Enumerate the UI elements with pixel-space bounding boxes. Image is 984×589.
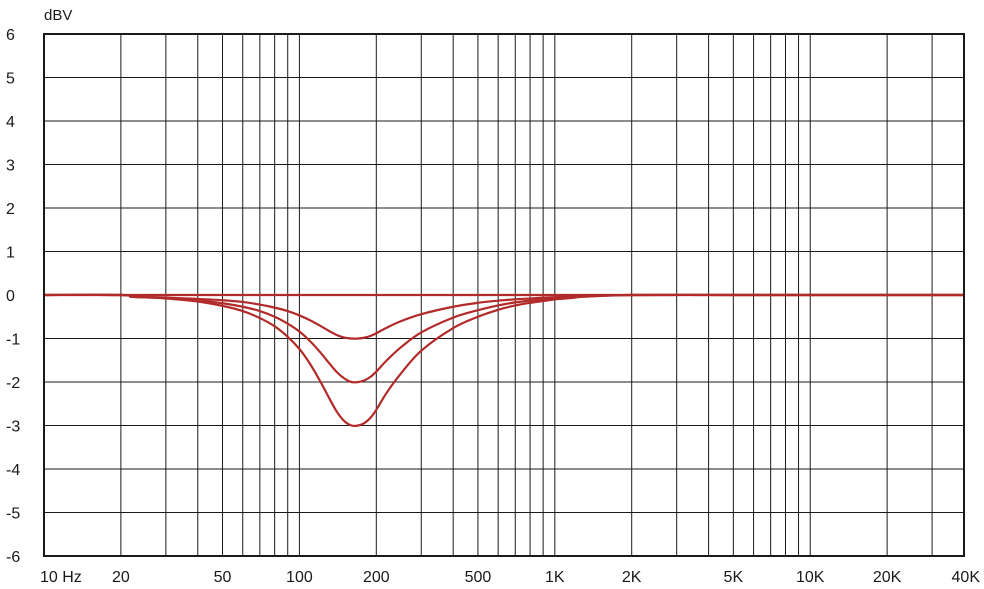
x-tick-label: 1K <box>545 569 565 586</box>
x-tick-label: 200 <box>363 569 390 586</box>
y-tick-label: 1 <box>6 245 15 262</box>
y-tick-label: 3 <box>6 158 15 175</box>
x-tick-label: 2K <box>622 569 642 586</box>
y-axis-unit-label: dBV <box>44 7 72 24</box>
x-tick-label: 40K <box>952 569 981 586</box>
response-curves <box>42 293 966 428</box>
y-tick-label: 6 <box>6 27 15 44</box>
y-tick-label: 2 <box>6 201 15 218</box>
x-tick-label: 10 Hz <box>40 569 82 586</box>
y-tick-label: 5 <box>6 71 15 88</box>
x-tick-labels: 10 Hz 20 50 100 200 500 1K 2K 5K 10K 20K 40K <box>40 569 980 586</box>
x-tick-label: 500 <box>465 569 492 586</box>
x-tick-label: 50 <box>214 569 232 586</box>
x-tick-label: 5K <box>724 569 744 586</box>
y-tick-label: -2 <box>6 375 20 392</box>
x-tick-label: 100 <box>286 569 313 586</box>
y-tick-labels: 6 5 4 3 2 1 0 -1 -2 -3 -4 -5 -6 <box>6 27 20 566</box>
y-tick-label: -3 <box>6 419 20 436</box>
x-tick-label: 20 <box>112 569 130 586</box>
x-tick-label: 20K <box>873 569 902 586</box>
response-curve-4 <box>42 293 966 428</box>
y-tick-label: 4 <box>6 114 15 131</box>
y-tick-label: 0 <box>6 288 15 305</box>
y-tick-label: -6 <box>6 549 20 566</box>
plot-frame <box>43 33 965 557</box>
y-tick-label: -5 <box>6 506 20 523</box>
y-tick-label: -1 <box>6 332 20 349</box>
response-curve-2 <box>42 293 966 340</box>
x-tick-label: 10K <box>796 569 825 586</box>
y-tick-label: -4 <box>6 462 20 479</box>
